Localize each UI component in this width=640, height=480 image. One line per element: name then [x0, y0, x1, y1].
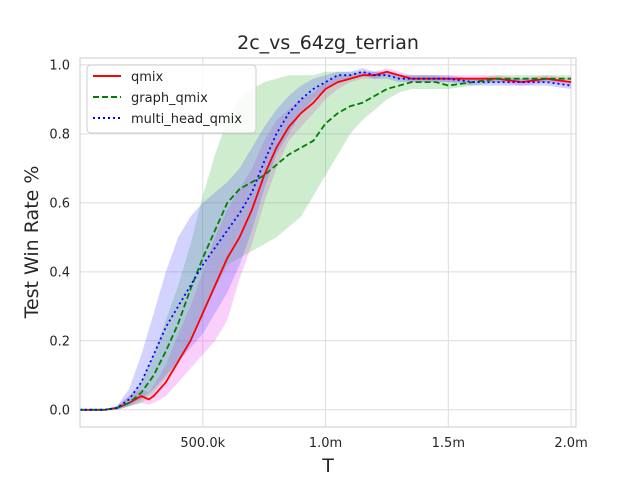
grid — [80, 58, 576, 427]
x-axis-label: T — [321, 455, 334, 477]
legend-label-multi-head-qmix: multi_head_qmix — [131, 112, 242, 127]
y-tick-label: 0.0 — [49, 403, 70, 418]
plot-frame — [79, 57, 577, 428]
chart-title: 2c_vs_64zg_terrian — [237, 32, 419, 54]
series-line-multi-head-qmix — [80, 70, 572, 411]
y-tick-label: 0.8 — [49, 127, 70, 142]
x-tick-label: 2.0m — [554, 436, 587, 451]
series-lines — [80, 70, 572, 411]
y-tick-label: 0.2 — [49, 334, 70, 349]
band-graph-qmix — [80, 71, 572, 410]
y-axis-label: Test Win Rate % — [21, 166, 43, 320]
x-tick-label: 500.0k — [180, 436, 225, 451]
confidence-bands — [80, 68, 572, 410]
legend-label-graph-qmix: graph_qmix — [131, 91, 208, 106]
legend-label-qmix: qmix — [131, 70, 164, 85]
legend-box — [86, 64, 257, 134]
x-tick-label: 1.0m — [309, 436, 342, 451]
y-tick-label: 0.6 — [49, 196, 70, 211]
y-tick-label: 0.4 — [49, 265, 70, 280]
y-tick-label: 1.0 — [49, 58, 70, 73]
series-line-qmix — [80, 70, 572, 411]
tick-labels: 500.0k 1.0m 1.5m 2.0m 0.0 0.2 0.4 0.6 0.8 1.0 — [49, 58, 587, 451]
band-multi-head-qmix — [80, 68, 572, 410]
legend: qmix graph_qmix multi_head_qmix — [86, 64, 257, 134]
band-qmix — [80, 68, 572, 410]
x-tick-label: 1.5m — [432, 436, 465, 451]
